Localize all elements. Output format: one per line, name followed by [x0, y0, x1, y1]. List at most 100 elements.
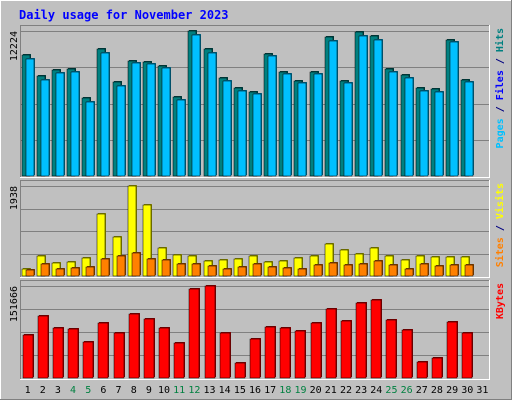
bar-files: [343, 82, 353, 177]
bar-sites: [176, 263, 186, 277]
bar-sites: [100, 258, 110, 277]
bar-sites: [207, 265, 217, 277]
bar-sites: [237, 266, 247, 277]
bar-sites: [464, 264, 474, 277]
bar-files: [207, 52, 217, 177]
x-axis-labels: 1 2 3 4 5 6 7 8 9 10 11 12 13 14 15 16 17 18 19 20 21 22 23 24 2…: [25, 385, 489, 396]
bar-files: [358, 35, 368, 177]
bar-sites: [449, 264, 459, 277]
bar-sites: [40, 263, 50, 277]
bar-kbytes: [97, 322, 109, 379]
y-max-label: 12224: [9, 31, 20, 61]
bar-kbytes: [128, 313, 140, 379]
legend-entry: Files: [494, 70, 506, 100]
bar-kbytes: [52, 327, 64, 379]
bar-files: [267, 55, 277, 177]
bar-kbytes: [279, 327, 291, 379]
bar-kbytes: [401, 329, 413, 379]
bar-sites: [55, 268, 65, 277]
bar-sites: [313, 264, 323, 277]
legend-label: KBytes: [495, 283, 506, 319]
x-tick-label: 22: [340, 385, 352, 396]
legend-entry: Hits: [494, 28, 506, 52]
bar-files: [161, 67, 171, 177]
bar-kbytes: [325, 308, 337, 379]
bar-kbytes: [234, 362, 246, 379]
legend-entry: Pages: [495, 118, 506, 148]
bar-kbytes: [143, 318, 155, 379]
bar-sites: [419, 263, 429, 277]
bar-kbytes: [446, 321, 458, 379]
bar-kbytes: [82, 341, 94, 379]
bar-sites: [116, 255, 126, 277]
bar-files: [449, 41, 459, 177]
x-tick-label: 6: [100, 385, 106, 396]
bar-sites: [404, 268, 414, 277]
bar-files: [25, 58, 35, 177]
bar-sites: [267, 266, 277, 277]
legend-entry: Sites: [494, 237, 506, 267]
x-tick-label: 15: [234, 385, 246, 396]
bar-kbytes: [22, 334, 34, 379]
bar-files: [85, 101, 95, 177]
x-tick-label: 19: [294, 385, 306, 396]
x-tick-label: 29: [446, 385, 458, 396]
bar-kbytes: [188, 288, 200, 379]
x-tick-label: 3: [55, 385, 61, 396]
bar-kbytes: [67, 328, 79, 379]
x-tick-label: 12: [188, 385, 200, 396]
bar-kbytes: [370, 299, 382, 379]
bar-files: [419, 90, 429, 177]
bar-kbytes: [461, 332, 473, 379]
bar-sites: [131, 252, 141, 277]
y-max-label: 1938: [9, 186, 20, 210]
bar-sites: [191, 263, 201, 277]
x-tick-label: 9: [146, 385, 152, 396]
x-tick-label: 27: [416, 385, 428, 396]
bar-kbytes: [219, 332, 231, 379]
bar-kbytes: [113, 332, 125, 379]
bar-files: [237, 90, 247, 177]
x-tick-label: 20: [310, 385, 322, 396]
bar-files: [388, 71, 398, 177]
bar-files: [176, 99, 186, 177]
x-tick-label: 17: [264, 385, 276, 396]
x-tick-label: 30: [461, 385, 473, 396]
legend-entry: /: [495, 100, 506, 118]
x-tick-label: 7: [116, 385, 122, 396]
bar-files: [100, 52, 110, 177]
bar-files: [146, 63, 156, 177]
x-tick-label: 4: [70, 385, 76, 396]
bar-kbytes: [416, 361, 428, 379]
bar-files: [222, 80, 232, 177]
bar-files: [434, 91, 444, 177]
bar-sites: [373, 260, 383, 277]
legend-entry: /: [495, 52, 506, 70]
x-tick-label: 1: [25, 385, 31, 396]
bar-files: [252, 93, 262, 177]
panel-hits-files-pages: 12224 Pages / Files / Hits: [9, 25, 506, 178]
bar-kbytes: [249, 338, 261, 379]
bar-files: [464, 81, 474, 177]
x-tick-label: 25: [385, 385, 397, 396]
x-tick-label: 21: [325, 385, 337, 396]
bar-files: [131, 62, 141, 177]
x-tick-label: 5: [85, 385, 91, 396]
bar-files: [282, 73, 292, 177]
bar-sites: [388, 264, 398, 277]
bar-sites: [297, 268, 307, 277]
legend-entry: /: [495, 219, 506, 237]
x-tick-label: 24: [370, 385, 382, 396]
legend-entry: Visits: [494, 183, 506, 219]
x-tick-label: 31: [476, 385, 488, 396]
bar-sites: [252, 263, 262, 277]
bar-kbytes: [431, 357, 443, 379]
x-tick-label: 8: [131, 385, 137, 396]
legend-label: Pages / Files / Hits: [494, 28, 506, 148]
x-tick-label: 13: [203, 385, 215, 396]
bar-sites: [222, 268, 232, 277]
panel-kbytes: 151666 KBytes: [9, 280, 506, 380]
legend-entry: KBytes: [495, 283, 506, 319]
panel-visits-sites: 1938 Sites / Visits: [9, 180, 506, 278]
bar-sites: [85, 266, 95, 277]
